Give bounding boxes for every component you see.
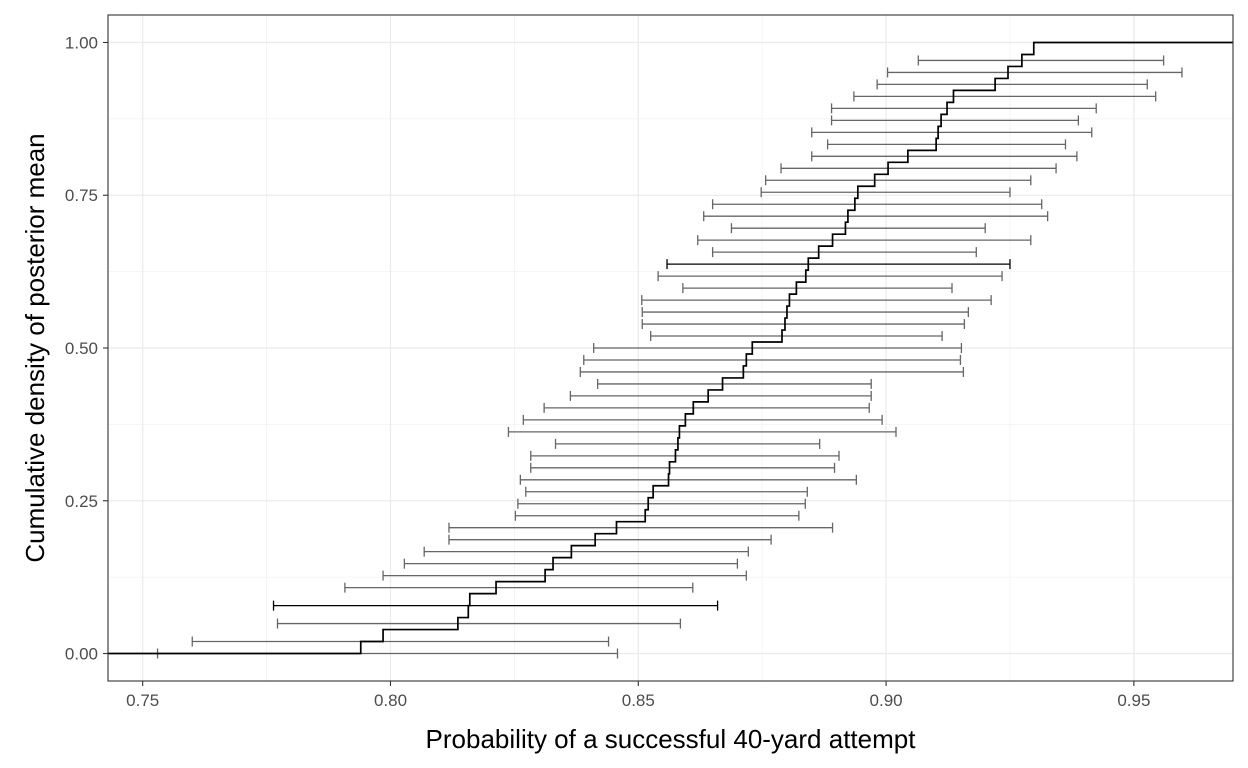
error-bar xyxy=(730,223,986,234)
error-bar xyxy=(448,522,834,533)
error-bar xyxy=(514,510,800,521)
error-bar xyxy=(382,570,747,581)
error-bar xyxy=(650,331,943,342)
error-bar xyxy=(711,199,1043,210)
error-bar xyxy=(811,151,1078,162)
error-bar xyxy=(579,366,965,377)
error-bar xyxy=(641,319,966,330)
error-bar xyxy=(826,139,1067,150)
error-bar xyxy=(272,600,719,611)
error-bar xyxy=(657,271,1003,282)
y-axis-title: Cumulative density of posterior mean xyxy=(20,133,50,562)
error-bar xyxy=(917,55,1165,66)
error-bars xyxy=(156,55,1183,659)
x-tick-label: 0.85 xyxy=(622,691,655,710)
error-bar xyxy=(830,103,1097,114)
error-bar xyxy=(344,582,694,593)
x-axis-title: Probability of a successful 40-yard atte… xyxy=(426,724,917,754)
error-bar xyxy=(780,163,1057,174)
x-tick-label: 0.75 xyxy=(126,691,159,710)
error-bar xyxy=(593,343,963,353)
error-bar xyxy=(666,259,1011,270)
error-bar xyxy=(765,175,1032,186)
y-tick-label: 1.00 xyxy=(65,33,98,52)
error-bar xyxy=(530,462,836,473)
error-bar xyxy=(403,558,739,569)
error-bar xyxy=(682,283,953,294)
error-bar xyxy=(191,636,610,647)
tick-labels: 0.75 0.80 0.85 0.90 0.95 0.00 0.25 0.50 0.75 1.00 xyxy=(65,33,1151,710)
y-tick-label: 0.75 xyxy=(65,186,98,205)
error-bar xyxy=(569,390,872,401)
axis-ticks xyxy=(103,41,1135,686)
x-tick-label: 0.95 xyxy=(1117,691,1150,710)
error-bar xyxy=(522,414,883,425)
error-bar xyxy=(830,115,1080,126)
error-bar xyxy=(811,127,1093,138)
error-bar xyxy=(711,247,977,258)
error-bar xyxy=(448,534,772,545)
error-bar xyxy=(760,187,1011,198)
x-tick-label: 0.80 xyxy=(374,691,407,710)
x-tick-label: 0.90 xyxy=(870,691,903,710)
error-bar xyxy=(853,91,1157,102)
error-bar xyxy=(530,450,840,461)
error-bar xyxy=(517,498,806,509)
error-bar xyxy=(697,235,1032,246)
error-bar xyxy=(641,295,992,306)
y-tick-label: 0.25 xyxy=(65,492,98,511)
error-bar xyxy=(596,378,872,389)
error-bar xyxy=(876,79,1148,90)
error-bar xyxy=(886,67,1183,78)
error-bar xyxy=(519,474,857,485)
y-tick-label: 0.00 xyxy=(65,645,98,664)
error-bar xyxy=(276,618,682,629)
error-bar xyxy=(641,307,970,318)
error-bar xyxy=(525,486,808,497)
error-bar xyxy=(507,426,897,437)
error-bar xyxy=(703,211,1049,222)
ecdf-step-path xyxy=(108,41,1233,655)
ecdf-line xyxy=(108,41,1233,655)
error-bar xyxy=(543,402,870,413)
error-bar xyxy=(423,546,749,557)
error-bar xyxy=(554,438,821,449)
y-tick-label: 0.50 xyxy=(65,339,98,358)
error-bar xyxy=(583,354,962,365)
